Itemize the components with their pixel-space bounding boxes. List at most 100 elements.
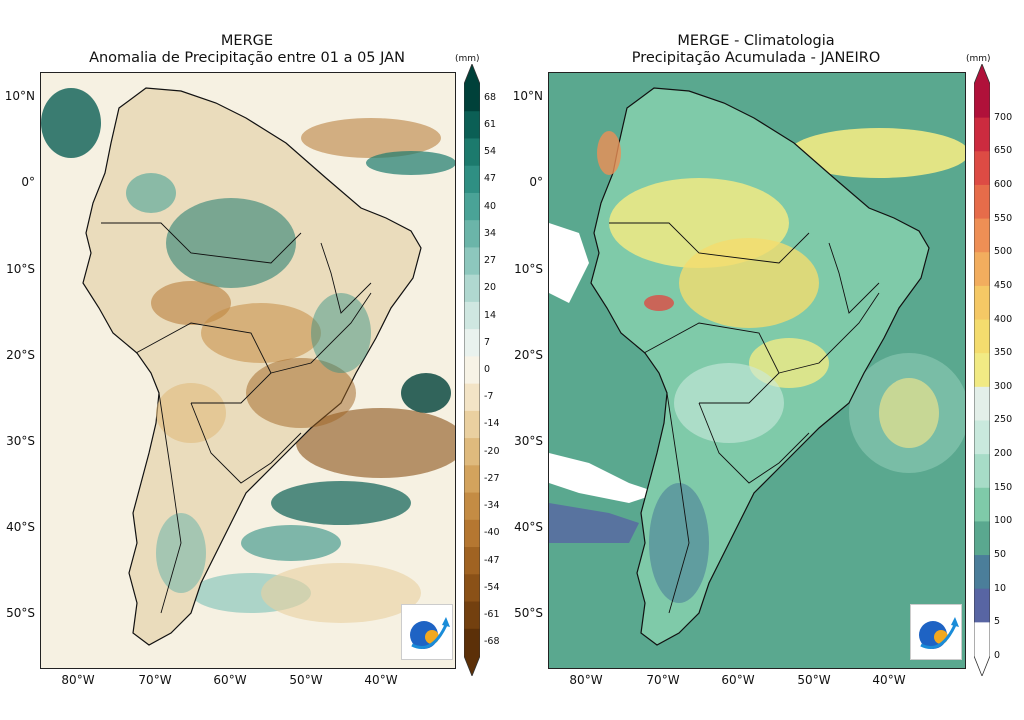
colorbar-tick-label: 27 [484,255,497,267]
colorbar-segment [974,184,990,220]
colorbar-segment [974,386,990,421]
colorbar-bottom-arrow [974,656,990,676]
left-title-line1: MERGE [220,33,274,49]
colorbar-segment [464,301,480,330]
colorbar-tick-label: 350 [994,347,1013,359]
right-title: MERGE - Climatologia Precipitação Acumul… [548,33,964,67]
colorbar-segment [974,84,990,119]
colorbar-segment [464,438,480,466]
left-colorbar-unit: (mm) [455,54,480,64]
colorbar-segment [464,574,480,603]
colorbar-segment [464,465,480,494]
colorbar-segment [464,601,480,630]
left-title: MERGE Anomalia de Precipitação entre 01 … [40,33,454,67]
colorbar-segment [464,383,480,412]
colorbar-tick-label: 47 [484,173,497,185]
left-lat-label: 40°S [6,520,35,534]
colorbar-tick-label: 54 [484,146,497,158]
colorbar-tick-label: 250 [994,414,1013,426]
colorbar-segment [974,218,990,253]
colorbar-segment [974,555,990,590]
colorbar-top-arrow [974,64,990,84]
left-lat-label: 10°S [6,262,35,276]
colorbar-tick-label: 700 [994,111,1013,123]
colorbar-tick-label: 200 [994,448,1013,460]
colorbar-tick-label: 150 [994,481,1013,493]
colorbar-tick-label: -47 [484,554,500,566]
colorbar-segment [464,274,480,303]
colorbar-segment [974,319,990,354]
colorbar-tick-label: 7 [484,336,491,348]
right-colorbar [974,64,990,676]
colorbar-tick-label: -7 [484,391,494,403]
colorbar-tick-label: -68 [484,636,500,648]
colorbar-tick-label: -54 [484,581,500,593]
colorbar-segment [974,420,990,455]
right-lat-label: 0° [529,175,543,189]
left-lat-label: 0° [21,175,35,189]
colorbar-top-arrow [464,64,480,84]
right-lat-label: 40°S [514,520,543,534]
right-lat-label: 10°N [512,89,543,103]
colorbar-tick-label: 5 [994,616,1001,628]
right-lon-label: 80°W [569,673,603,687]
colorbar-tick-label: 100 [994,515,1013,527]
colorbar-segment [974,117,990,152]
colorbar-tick-label: 34 [484,227,497,239]
colorbar-segment [974,285,990,321]
colorbar-tick-label: 61 [484,118,497,130]
right-lon-label: 40°W [872,673,906,687]
colorbar-tick-label: -61 [484,609,500,621]
colorbar-tick-label: -34 [484,500,500,512]
colorbar-tick-label: -14 [484,418,500,430]
colorbar-tick-label: 0 [484,364,491,375]
right-title-line2: Precipitação Acumulada - JANEIRO [631,50,881,66]
colorbar-tick-label: 14 [484,309,497,321]
colorbar-segment [974,521,990,556]
left-lat-label: 50°S [6,606,35,620]
colorbar-segment [464,628,480,657]
colorbar-segment [464,519,480,548]
colorbar-segment [464,111,480,139]
left-lon-label: 80°W [61,673,95,687]
colorbar-segment [464,220,480,248]
colorbar-tick-label: 600 [994,178,1013,190]
left-lat-label: 10°N [4,89,35,103]
right-lat-label: 30°S [514,434,543,448]
left-anomaly-map [40,72,456,669]
left-lon-label: 50°W [289,673,323,687]
colorbar-tick-label: 0 [994,650,1001,661]
colorbar-segment [974,151,990,186]
left-lat-label: 30°S [6,434,35,448]
left-lon-label: 40°W [364,673,398,687]
colorbar-segment [464,84,480,112]
south-america-outline-left [82,87,422,646]
left-lon-label: 60°W [213,673,247,687]
right-lon-label: 60°W [721,673,755,687]
right-climatology-map [548,72,966,669]
left-colorbar [464,64,480,676]
colorbar-tick-label: -27 [484,472,500,484]
left-lon-label: 70°W [138,673,172,687]
right-lat-label: 10°S [514,262,543,276]
colorbar-segment [464,138,480,167]
colorbar-tick-label: 20 [484,282,497,294]
right-colorbar-unit: (mm) [966,54,991,64]
colorbar-segment [464,492,480,521]
colorbar-segment [464,410,480,439]
left-lat-label: 20°S [6,348,35,362]
colorbar-tick-label: 500 [994,246,1013,258]
colorbar-segment [464,192,480,221]
colorbar-tick-label: 450 [994,279,1013,291]
right-inpe-logo [910,604,962,660]
colorbar-tick-label: 650 [994,145,1013,157]
colorbar-segment [464,165,480,194]
colorbar-tick-label: 50 [994,549,1007,561]
colorbar-bottom-arrow [464,656,480,676]
colorbar-segment [464,247,480,276]
right-title-line1: MERGE - Climatologia [677,33,835,49]
colorbar-segment [974,588,990,623]
right-lat-label: 50°S [514,606,543,620]
colorbar-tick-label: 40 [484,200,497,212]
right-lon-label: 50°W [797,673,831,687]
